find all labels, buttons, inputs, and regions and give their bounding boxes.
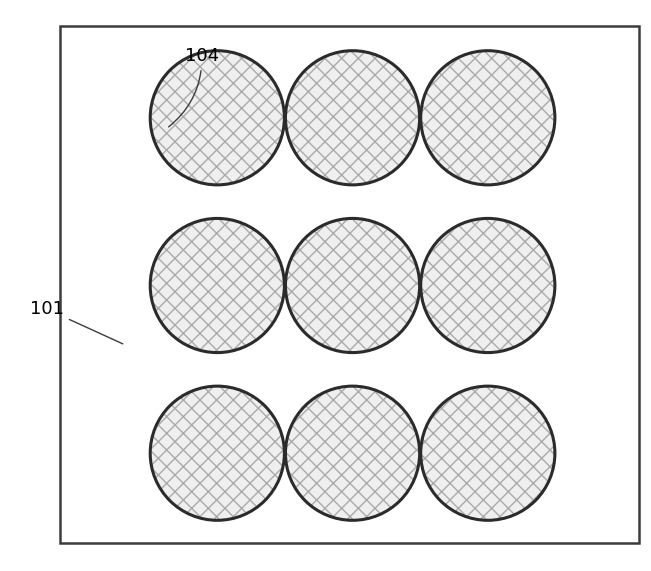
Text: 101: 101 (30, 300, 123, 344)
Circle shape (286, 51, 420, 185)
Circle shape (150, 51, 284, 185)
Circle shape (150, 219, 284, 352)
Circle shape (286, 219, 420, 352)
Circle shape (421, 219, 555, 352)
Text: 104: 104 (169, 47, 219, 127)
Circle shape (421, 386, 555, 520)
Circle shape (286, 386, 420, 520)
Circle shape (421, 51, 555, 185)
Circle shape (150, 386, 284, 520)
